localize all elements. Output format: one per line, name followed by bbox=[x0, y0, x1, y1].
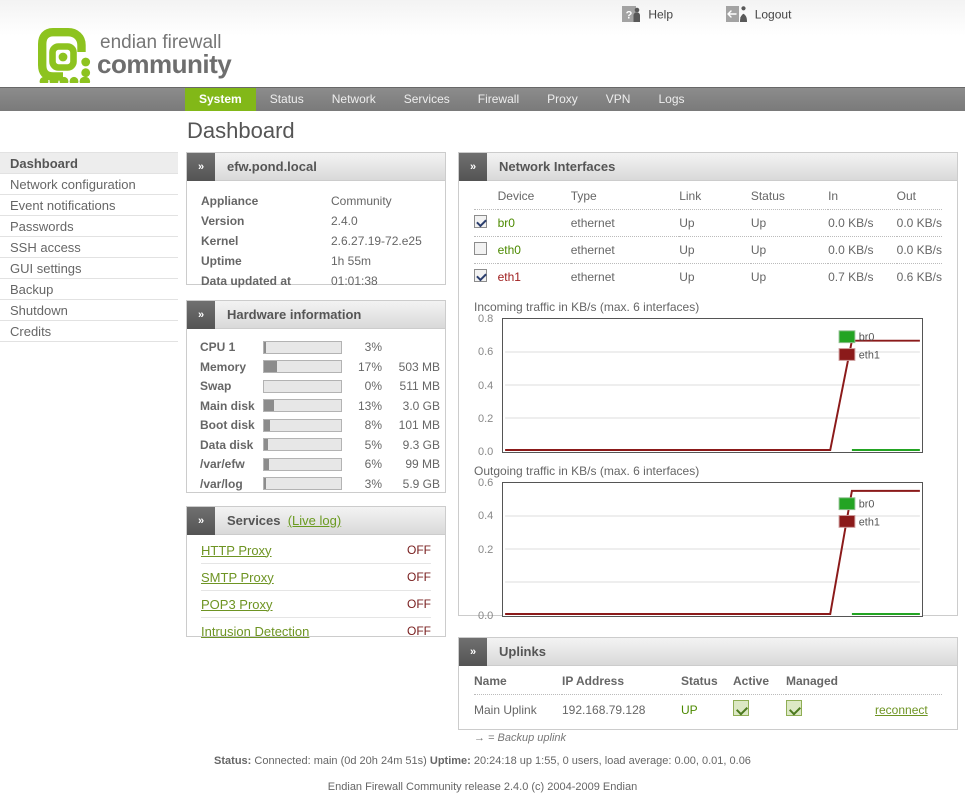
svg-text:br0: br0 bbox=[859, 332, 875, 344]
svg-text:eth1: eth1 bbox=[859, 516, 880, 528]
svg-text:?: ? bbox=[626, 10, 633, 22]
svg-text:eth1: eth1 bbox=[859, 349, 880, 361]
svg-text:br0: br0 bbox=[859, 499, 875, 511]
